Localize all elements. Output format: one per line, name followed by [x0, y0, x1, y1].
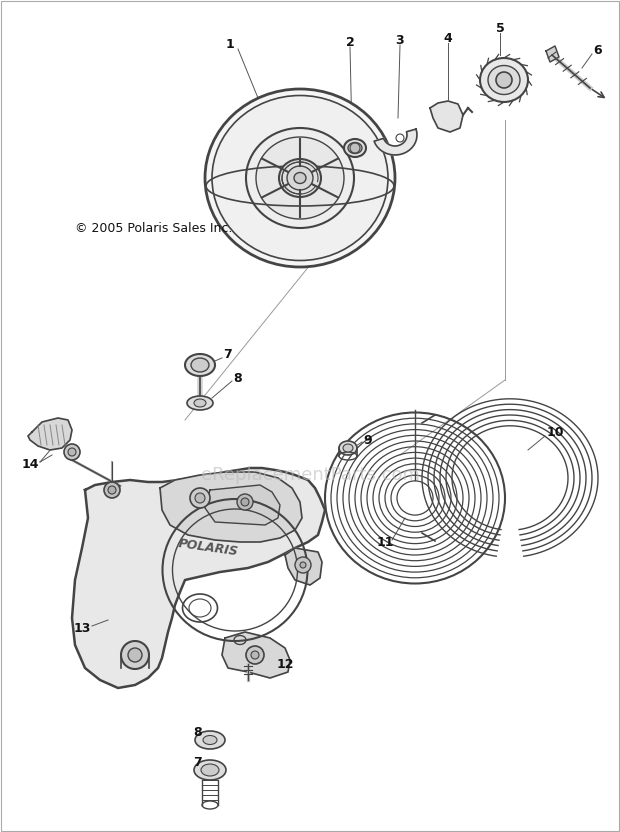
Text: 4: 4: [444, 32, 453, 44]
Text: 7: 7: [224, 349, 232, 361]
Ellipse shape: [203, 735, 217, 745]
Circle shape: [246, 646, 264, 664]
Circle shape: [295, 557, 311, 573]
Polygon shape: [430, 101, 463, 132]
Ellipse shape: [344, 139, 366, 157]
Text: 8: 8: [234, 372, 242, 384]
Text: 3: 3: [396, 33, 404, 47]
Text: 1: 1: [226, 38, 234, 52]
Ellipse shape: [205, 89, 395, 267]
Text: 8: 8: [193, 726, 202, 739]
Ellipse shape: [185, 354, 215, 376]
Text: © 2005 Polaris Sales Inc.: © 2005 Polaris Sales Inc.: [75, 221, 232, 235]
Polygon shape: [374, 129, 417, 155]
Polygon shape: [222, 632, 290, 678]
Text: 11: 11: [376, 536, 394, 548]
Ellipse shape: [339, 441, 357, 455]
Polygon shape: [546, 46, 559, 62]
Circle shape: [121, 641, 149, 669]
Text: 9: 9: [364, 433, 373, 447]
Ellipse shape: [279, 159, 321, 197]
Circle shape: [108, 486, 116, 494]
Ellipse shape: [212, 96, 388, 260]
Polygon shape: [285, 548, 322, 585]
Circle shape: [190, 488, 210, 508]
Ellipse shape: [194, 399, 206, 407]
Circle shape: [104, 482, 120, 498]
Circle shape: [251, 651, 259, 659]
Ellipse shape: [488, 66, 520, 95]
Text: 13: 13: [73, 622, 91, 635]
Ellipse shape: [201, 764, 219, 776]
Circle shape: [300, 562, 306, 568]
Ellipse shape: [256, 137, 344, 219]
Circle shape: [128, 648, 142, 662]
Circle shape: [396, 134, 404, 142]
Text: 7: 7: [193, 755, 202, 769]
Ellipse shape: [187, 396, 213, 410]
Polygon shape: [28, 418, 72, 450]
Text: eReplacementParts.com: eReplacementParts.com: [200, 466, 420, 484]
Ellipse shape: [194, 760, 226, 780]
Ellipse shape: [195, 731, 225, 749]
Text: POLARIS: POLARIS: [177, 537, 239, 558]
Polygon shape: [205, 485, 280, 525]
Text: 10: 10: [546, 425, 564, 438]
Ellipse shape: [294, 172, 306, 184]
Ellipse shape: [246, 128, 354, 228]
Circle shape: [68, 448, 76, 456]
Ellipse shape: [287, 166, 313, 190]
Circle shape: [195, 493, 205, 503]
Circle shape: [496, 72, 512, 88]
Circle shape: [241, 498, 249, 506]
Polygon shape: [160, 472, 302, 542]
Polygon shape: [72, 468, 325, 688]
Circle shape: [64, 444, 80, 460]
Text: 2: 2: [345, 36, 355, 48]
Ellipse shape: [348, 142, 362, 153]
Circle shape: [237, 494, 253, 510]
Text: 12: 12: [277, 658, 294, 671]
Ellipse shape: [343, 444, 353, 452]
Text: 14: 14: [21, 458, 38, 472]
Text: 6: 6: [594, 43, 602, 57]
Circle shape: [350, 143, 360, 153]
Ellipse shape: [191, 358, 209, 372]
Ellipse shape: [480, 58, 528, 102]
Text: 5: 5: [495, 22, 505, 34]
